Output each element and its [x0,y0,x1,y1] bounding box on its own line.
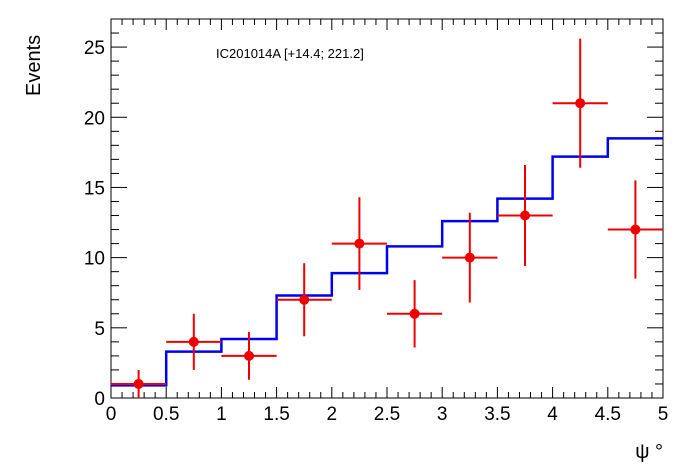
x-tick-label: 1.5 [263,404,289,425]
data-point [387,280,443,348]
data-point [331,197,387,290]
x-tick-label: 4 [547,404,558,425]
y-tick-label: 5 [94,319,105,340]
point-marker [354,238,365,249]
y-tick-label: 10 [84,249,105,270]
y-tick-label: 15 [84,178,105,199]
x-axis-label: ψ ° [635,441,663,463]
x-tick-label: 2 [327,404,338,425]
y-axis-label: Events [23,35,45,96]
x-tick-label: 0 [106,404,117,425]
point-marker [299,294,310,305]
x-tick-label: 4.5 [595,404,621,425]
point-marker [409,308,420,319]
data-point [442,212,498,303]
point-marker [244,350,254,361]
x-tick-label: 5 [658,404,669,425]
point-marker [464,252,475,263]
point-marker [630,224,641,235]
data-point [607,180,663,279]
y-tick-label: 20 [84,108,105,129]
data-point [497,164,553,267]
point-marker [188,336,199,347]
y-tick-label: 25 [84,38,105,59]
point-marker [520,210,530,221]
point-marker [133,378,144,389]
x-tick-labels: 0 0.5 1 1.5 2 2.5 3 3.5 4 4.5 5 [106,404,669,425]
x-tick-label: 3 [437,404,448,425]
annotation-label: IC201014A [+14.4; 221.2] [216,46,364,61]
point-marker [575,98,586,109]
x-tick-label: 1 [216,404,227,425]
y-tick-labels: 0 5 10 15 20 25 [84,38,105,410]
x-tick-label: 2.5 [374,404,400,425]
x-tick-label: 3.5 [484,404,510,425]
y-tick-label: 0 [94,389,105,410]
step-histogram [111,137,663,387]
step-line [111,137,663,387]
data-points [111,38,663,398]
x-tick-label: 0.5 [153,404,179,425]
data-point [166,313,222,370]
data-point [552,38,608,168]
data-point [276,263,332,337]
axis-ticks [110,18,664,399]
data-point [111,369,167,398]
data-point [221,332,277,380]
